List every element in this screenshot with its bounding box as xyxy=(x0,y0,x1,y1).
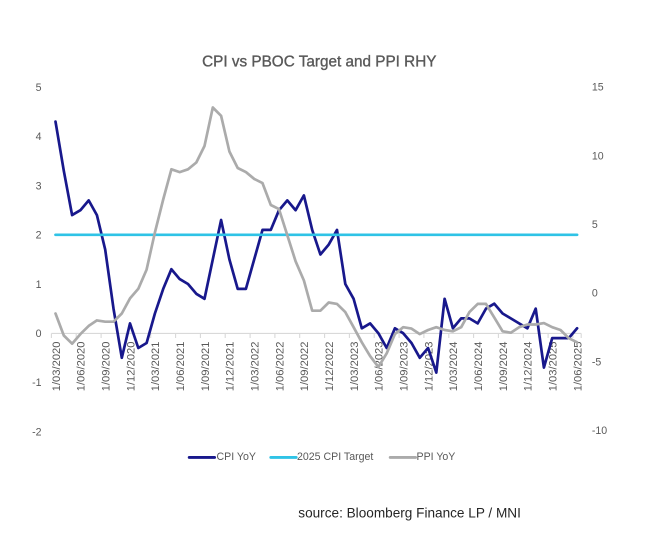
svg-text:5: 5 xyxy=(592,219,598,231)
svg-text:3: 3 xyxy=(36,180,42,192)
svg-text:1/09/2020: 1/09/2020 xyxy=(101,342,113,392)
svg-text:0: 0 xyxy=(36,328,42,340)
svg-text:2: 2 xyxy=(36,230,42,242)
svg-text:1/06/2022: 1/06/2022 xyxy=(274,342,286,392)
svg-text:1/12/2023: 1/12/2023 xyxy=(423,342,435,392)
svg-text:5: 5 xyxy=(36,82,42,94)
svg-text:1/12/2021: 1/12/2021 xyxy=(225,342,237,392)
svg-text:-10: -10 xyxy=(592,425,607,437)
svg-text:1/06/2024: 1/06/2024 xyxy=(473,342,485,392)
svg-text:1/06/2020: 1/06/2020 xyxy=(76,342,88,392)
svg-text:1/09/2022: 1/09/2022 xyxy=(299,342,311,392)
svg-text:2025 CPI Target: 2025 CPI Target xyxy=(297,451,373,463)
svg-text:4: 4 xyxy=(36,131,42,143)
svg-text:1/06/2025: 1/06/2025 xyxy=(572,342,584,392)
svg-text:-2: -2 xyxy=(32,426,42,438)
svg-text:1/09/2024: 1/09/2024 xyxy=(498,342,510,392)
svg-text:15: 15 xyxy=(592,82,604,94)
svg-text:1/03/2021: 1/03/2021 xyxy=(150,342,162,392)
svg-text:-5: -5 xyxy=(592,356,602,368)
svg-text:1/12/2020: 1/12/2020 xyxy=(125,342,137,392)
svg-text:1: 1 xyxy=(36,279,42,291)
svg-text:PPI YoY: PPI YoY xyxy=(417,451,456,463)
svg-text:1/03/2025: 1/03/2025 xyxy=(548,342,560,392)
svg-text:CPI vs PBOC Target and PPI RHY: CPI vs PBOC Target and PPI RHY xyxy=(202,53,436,70)
svg-text:1/03/2022: 1/03/2022 xyxy=(250,342,262,392)
svg-text:-1: -1 xyxy=(32,377,42,389)
svg-text:1/09/2021: 1/09/2021 xyxy=(200,342,212,392)
svg-text:1/06/2021: 1/06/2021 xyxy=(175,342,187,392)
svg-text:0: 0 xyxy=(592,288,598,300)
svg-text:1/09/2023: 1/09/2023 xyxy=(399,342,411,392)
svg-text:1/12/2024: 1/12/2024 xyxy=(523,342,535,392)
svg-text:1/03/2023: 1/03/2023 xyxy=(349,342,361,392)
svg-text:1/12/2022: 1/12/2022 xyxy=(324,342,336,392)
svg-text:source: Bloomberg Finance LP /: source: Bloomberg Finance LP / MNI xyxy=(298,506,521,521)
svg-text:1/03/2020: 1/03/2020 xyxy=(51,342,63,392)
svg-text:10: 10 xyxy=(592,150,604,162)
svg-text:1/03/2024: 1/03/2024 xyxy=(448,342,460,392)
svg-text:CPI YoY: CPI YoY xyxy=(217,451,256,463)
